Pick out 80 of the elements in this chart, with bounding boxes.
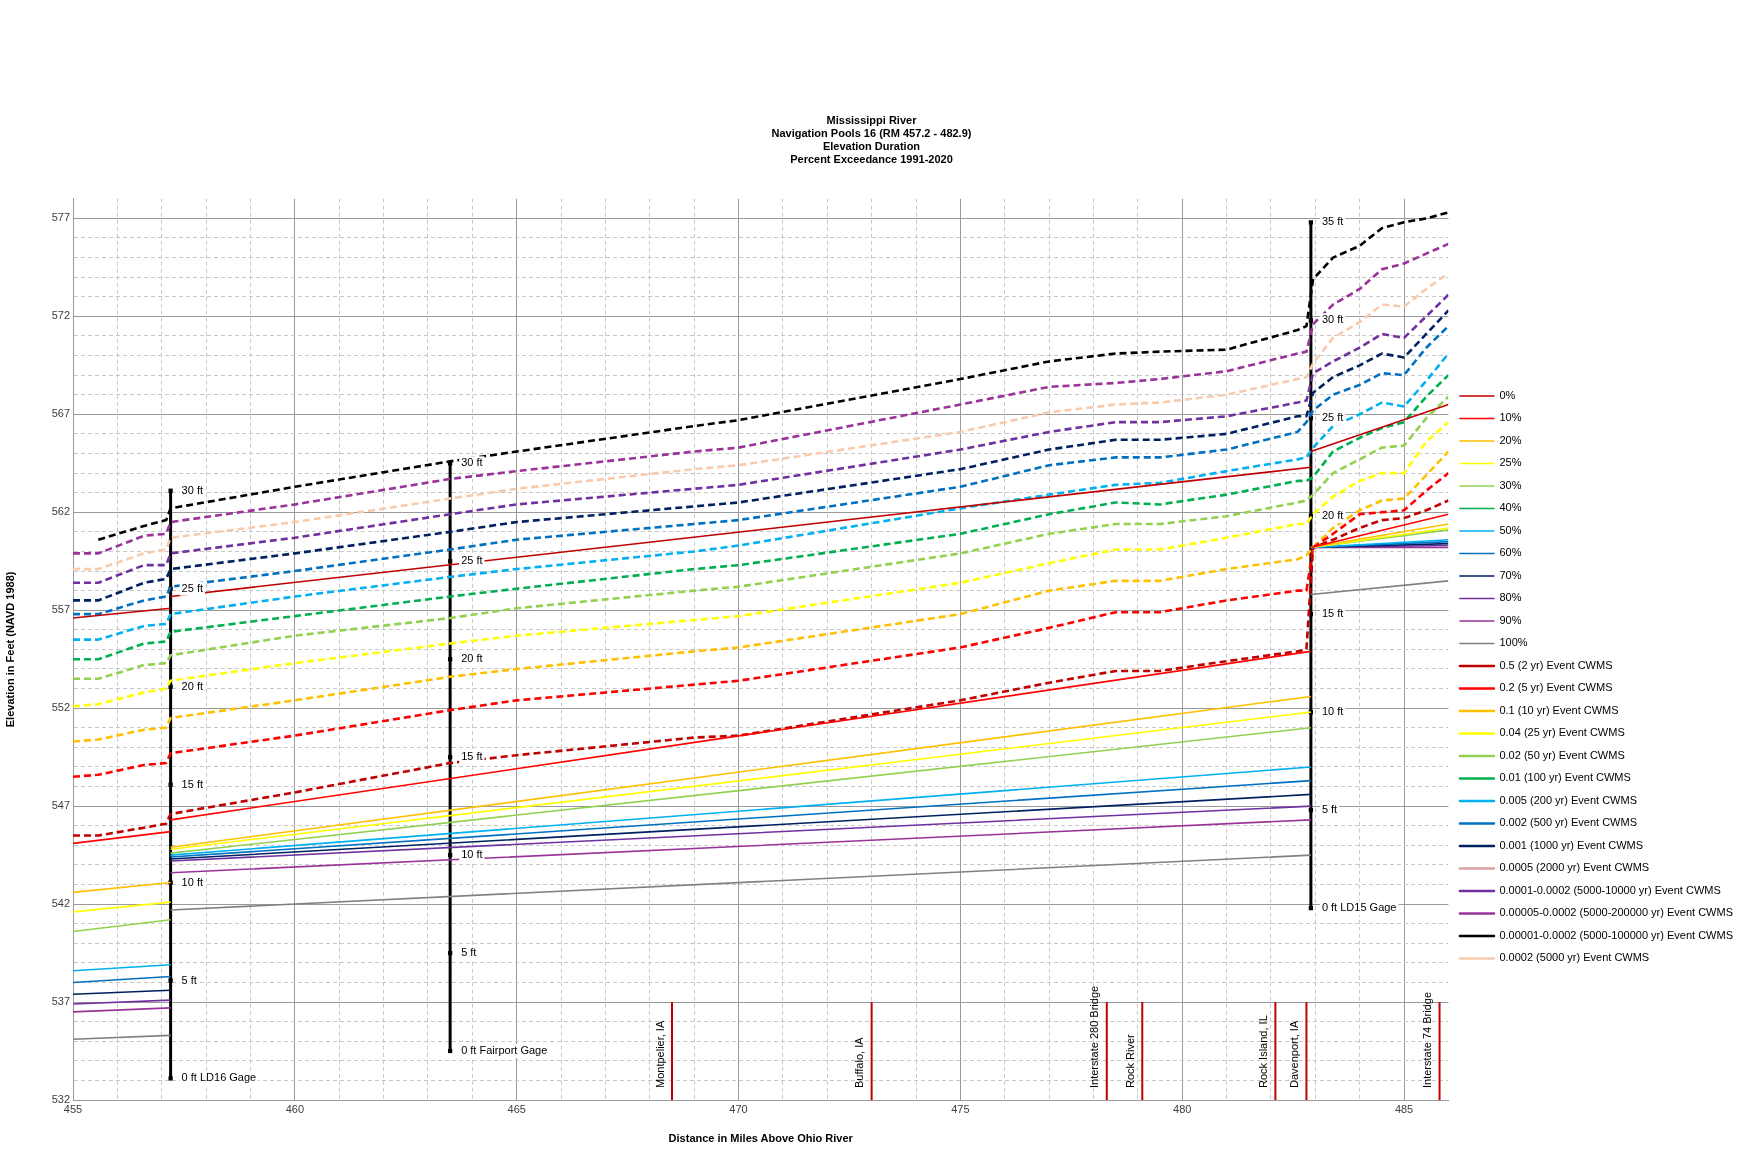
- legend-label: 0.00005-0.0002 (5000-200000 yr) Event CWMS: [1499, 906, 1733, 919]
- legend-label: 0.001 (1000 yr) Event CWMS: [1499, 838, 1644, 851]
- y-tick-label: 562: [51, 505, 70, 518]
- legend-label: 0.1 (10 yr) Event CWMS: [1499, 703, 1619, 716]
- ref-line-label: Rock Island, IL: [1256, 1015, 1269, 1088]
- legend-label: 0.01 (100 yr) Event CWMS: [1499, 771, 1631, 784]
- legend-label: 25%: [1499, 456, 1522, 469]
- annotation: 35 ft: [1321, 215, 1344, 228]
- y-tick-label: 542: [51, 897, 70, 910]
- y-axis-title: Elevation in Feet (NAVD 1988): [3, 571, 16, 728]
- annotation: 25 ft: [461, 554, 483, 567]
- annotation: 10 ft: [1321, 705, 1344, 718]
- annotation: 15 ft: [181, 777, 204, 790]
- legend-label: 80%: [1499, 591, 1522, 604]
- legend-label: 0%: [1499, 388, 1516, 401]
- annotation: 5 ft: [181, 973, 197, 986]
- line-series: [73, 420, 1449, 708]
- annotation: 15 ft: [461, 750, 483, 763]
- ref-line-label: Interstate 280 Bridge: [1088, 985, 1101, 1088]
- chart-title: Mississippi River Navigation Pools 16 (RM 457.2 - 482.9) Elevation Duration Percent Exceedance 1991-2020: [771, 113, 972, 166]
- annotation: 0 ft LD16 Gage: [181, 1071, 257, 1084]
- legend-label: 70%: [1499, 568, 1522, 581]
- annotation: 30 ft: [1321, 313, 1344, 326]
- y-tick-label: 567: [51, 407, 70, 420]
- legend-label: 60%: [1499, 546, 1522, 559]
- legend-label: 0.04 (25 yr) Event CWMS: [1499, 726, 1625, 739]
- annotation: 20 ft: [461, 652, 483, 665]
- y-tick-label: 557: [51, 603, 70, 616]
- y-tick-label: 577: [51, 211, 70, 224]
- legend-label: 0.02 (50 yr) Event CWMS: [1499, 748, 1625, 761]
- annotation: 10 ft: [461, 848, 483, 861]
- x-axis-title: Distance in Miles Above Ohio River: [668, 1132, 854, 1145]
- legend-label: 10%: [1499, 411, 1522, 424]
- y-tick-label: 572: [51, 309, 70, 322]
- ref-line-label: Rock River: [1123, 1033, 1136, 1088]
- x-tick-label: 475: [951, 1102, 970, 1115]
- annotation: 0 ft LD15 Gage: [1321, 901, 1397, 914]
- legend-label: 30%: [1499, 478, 1522, 491]
- y-tick-label: 547: [51, 799, 70, 812]
- x-tick-label: 470: [729, 1102, 748, 1115]
- legend-label: 0.0001-0.0002 (5000-10000 yr) Event CWMS: [1499, 883, 1721, 896]
- x-tick-label: 465: [507, 1102, 526, 1115]
- annotation: 5 ft: [461, 946, 477, 959]
- legend-label: 0.0002 (5000 yr) Event CWMS: [1499, 951, 1650, 964]
- legend-label: 0.5 (2 yr) Event CWMS: [1499, 658, 1613, 671]
- legend-label: 0.00001-0.0002 (5000-100000 yr) Event CWMS: [1499, 928, 1733, 941]
- y-tick-label: 552: [51, 701, 70, 714]
- annotation: 10 ft: [181, 875, 204, 888]
- legend-label: 0.005 (200 yr) Event CWMS: [1499, 793, 1637, 806]
- legend-label: 0.002 (500 yr) Event CWMS: [1499, 816, 1637, 829]
- legend-label: 20%: [1499, 433, 1522, 446]
- point: [168, 978, 173, 983]
- legend-label: 40%: [1499, 501, 1522, 514]
- point: [168, 782, 173, 787]
- point: [168, 1076, 173, 1081]
- annotation: 15 ft: [1321, 607, 1344, 620]
- annotation: 0 ft Fairport Gage: [461, 1044, 548, 1057]
- point: [168, 488, 173, 493]
- annotation: 30 ft: [461, 456, 483, 469]
- annotation: 20 ft: [1321, 509, 1344, 522]
- ref-line-label: Davenport, IA: [1287, 1020, 1300, 1088]
- x-tick-label: 480: [1173, 1102, 1192, 1115]
- y-tick-label: 537: [51, 995, 70, 1008]
- annotation: 20 ft: [181, 679, 204, 692]
- point: [168, 684, 173, 689]
- legend-label: 0.0005 (2000 yr) Event CWMS: [1499, 861, 1650, 874]
- annotation: 5 ft: [1321, 803, 1338, 816]
- x-tick-label: 485: [1394, 1102, 1414, 1115]
- ref-line-label: Montpelier, IA: [653, 1020, 666, 1088]
- annotation: 30 ft: [181, 483, 204, 496]
- legend-label: 50%: [1499, 523, 1522, 536]
- x-tick-label: 460: [285, 1102, 305, 1115]
- ref-line-label: Buffalo, IA: [853, 1036, 866, 1088]
- annotation: 25 ft: [181, 581, 204, 594]
- line-series: [73, 450, 1449, 743]
- legend-label: 100%: [1499, 636, 1528, 649]
- annotation: 25 ft: [1321, 411, 1344, 424]
- legend-label: 90%: [1499, 613, 1522, 626]
- ref-line-label: Interstate 74 Bridge: [1421, 991, 1434, 1088]
- legend-label: 0.2 (5 yr) Event CWMS: [1499, 681, 1613, 694]
